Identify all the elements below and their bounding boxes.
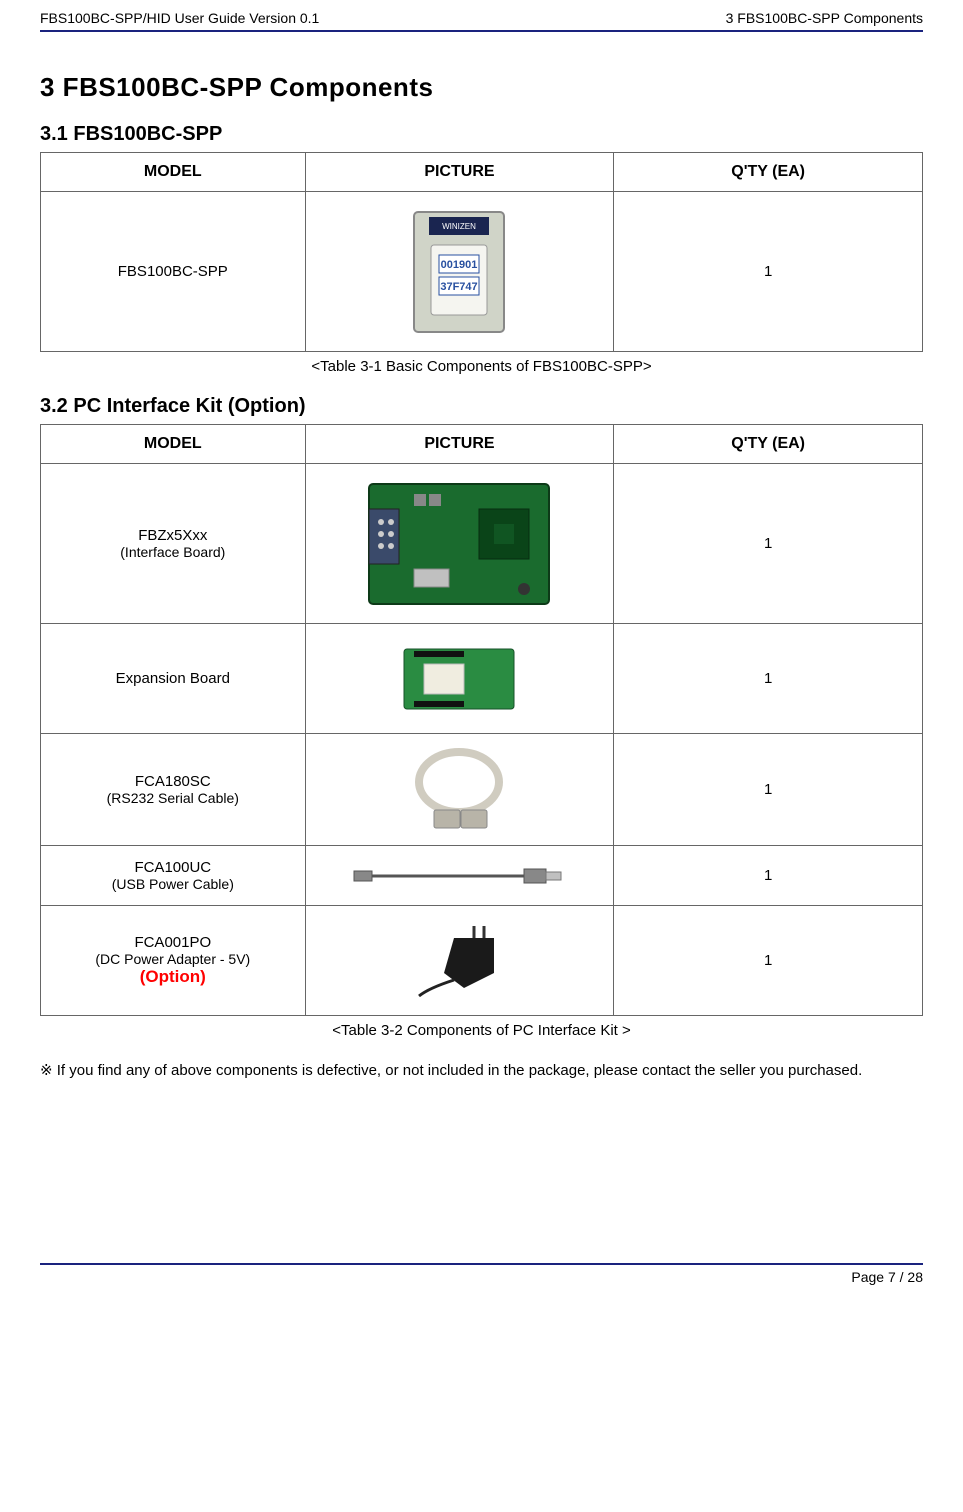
- header-model: MODEL: [41, 153, 306, 192]
- table-header-row: MODEL PICTURE Q'TY (EA): [41, 425, 923, 464]
- cell-model: Expansion Board: [41, 624, 306, 734]
- cell-picture: [305, 906, 614, 1016]
- header-qty: Q'TY (EA): [614, 425, 923, 464]
- cell-picture: WINIZEN 001901 37F747: [305, 192, 614, 352]
- table-row: FBS100BC-SPP WINIZEN 001901 37F747 1: [41, 192, 923, 352]
- model-option: (Option): [45, 967, 301, 987]
- model-sub: (RS232 Serial Cable): [45, 790, 301, 806]
- module-chip-icon: WINIZEN 001901 37F747: [409, 207, 509, 337]
- cell-qty: 1: [614, 464, 923, 624]
- page-number: Page 7 / 28: [851, 1269, 923, 1285]
- header-qty: Q'TY (EA): [614, 153, 923, 192]
- subsection-3-2-title: 3.2 PC Interface Kit (Option): [40, 395, 923, 418]
- model-name: FCA180SC: [45, 773, 301, 790]
- cell-qty: 1: [614, 846, 923, 906]
- svg-text:37F747: 37F747: [441, 281, 478, 293]
- model-sub: (Interface Board): [45, 544, 301, 560]
- model-name: FCA100UC: [45, 859, 301, 876]
- model-name: Expansion Board: [45, 670, 301, 687]
- cell-qty: 1: [614, 906, 923, 1016]
- table-row: FBZx5Xxx (Interface Board): [41, 464, 923, 624]
- cell-model: FCA100UC (USB Power Cable): [41, 846, 306, 906]
- cell-model: FBZx5Xxx (Interface Board): [41, 464, 306, 624]
- cell-picture: [305, 624, 614, 734]
- model-name: FCA001PO: [45, 934, 301, 951]
- page-header: FBS100BC-SPP/HID User Guide Version 0.1 …: [40, 0, 923, 30]
- header-picture: PICTURE: [305, 153, 614, 192]
- cell-qty: 1: [614, 734, 923, 846]
- table-3-1-caption: <Table 3-1 Basic Components of FBS100BC-…: [40, 358, 923, 375]
- power-adapter-icon: [399, 918, 519, 1003]
- table-row: FCA001PO (DC Power Adapter - 5V) (Option…: [41, 906, 923, 1016]
- table-row: FCA100UC (USB Power Cable) 1: [41, 846, 923, 906]
- section-title: 3 FBS100BC-SPP Components: [40, 72, 923, 103]
- subsection-3-1-title: 3.1 FBS100BC-SPP: [40, 123, 923, 146]
- cell-picture: [305, 734, 614, 846]
- header-left: FBS100BC-SPP/HID User Guide Version 0.1: [40, 10, 319, 26]
- header-divider: [40, 30, 923, 32]
- cell-picture: [305, 464, 614, 624]
- model-sub: (USB Power Cable): [45, 876, 301, 892]
- table-row: Expansion Board 1: [41, 624, 923, 734]
- svg-text:WINIZEN: WINIZEN: [443, 222, 477, 231]
- model-name: FBZx5Xxx: [45, 527, 301, 544]
- usb-cable-icon: [349, 861, 569, 891]
- serial-cable-icon: [399, 742, 519, 837]
- page-footer: Page 7 / 28: [40, 1265, 923, 1295]
- table-3-1: MODEL PICTURE Q'TY (EA) FBS100BC-SPP WIN…: [40, 152, 923, 352]
- cell-model: FCA001PO (DC Power Adapter - 5V) (Option…: [41, 906, 306, 1016]
- expansion-board-icon: [399, 639, 519, 719]
- svg-text:001901: 001901: [441, 259, 478, 271]
- table-3-2: MODEL PICTURE Q'TY (EA) FBZx5Xxx (Interf…: [40, 424, 923, 1016]
- cell-picture: [305, 846, 614, 906]
- cell-model: FBS100BC-SPP: [41, 192, 306, 352]
- cell-model: FCA180SC (RS232 Serial Cable): [41, 734, 306, 846]
- cell-qty: 1: [614, 624, 923, 734]
- table-header-row: MODEL PICTURE Q'TY (EA): [41, 153, 923, 192]
- header-right: 3 FBS100BC-SPP Components: [726, 10, 923, 26]
- table-3-2-caption: <Table 3-2 Components of PC Interface Ki…: [40, 1022, 923, 1039]
- header-picture: PICTURE: [305, 425, 614, 464]
- interface-board-icon: [359, 474, 559, 614]
- cell-qty: 1: [614, 192, 923, 352]
- model-sub: (DC Power Adapter - 5V): [45, 951, 301, 967]
- header-model: MODEL: [41, 425, 306, 464]
- table-row: FCA180SC (RS232 Serial Cable) 1: [41, 734, 923, 846]
- defect-note: ※ If you find any of above components is…: [40, 1059, 923, 1083]
